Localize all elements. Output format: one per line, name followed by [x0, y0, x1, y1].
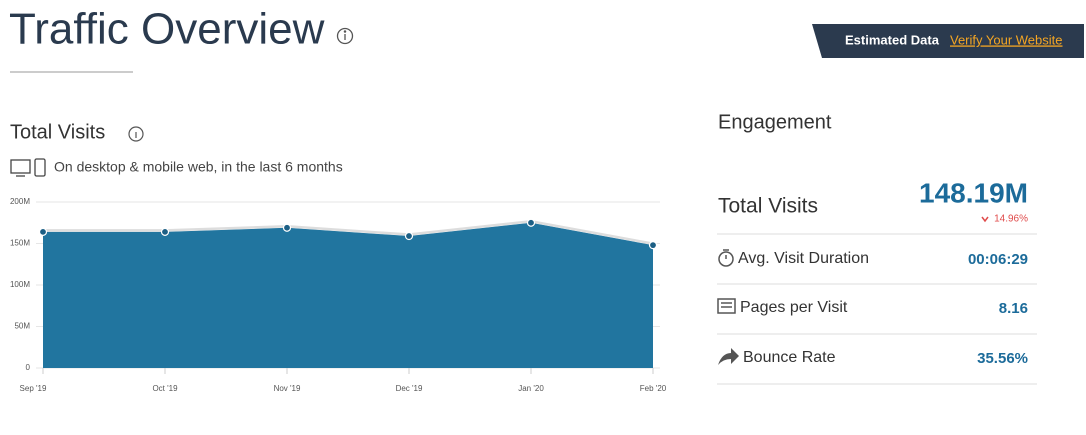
point: [526, 218, 536, 227]
device-icons: [10, 158, 46, 177]
info-icon[interactable]: [128, 126, 144, 142]
area: [43, 222, 653, 368]
x-tick-label: Feb '20: [640, 384, 667, 393]
metric-label: Bounce Rate: [743, 349, 836, 366]
y-tick-label: 50M: [14, 322, 30, 331]
point: [404, 231, 414, 241]
timer-icon: [718, 249, 734, 267]
y-tick-label: 0: [26, 363, 31, 372]
section-subtitle: On desktop & mobile web, in the last 6 m…: [54, 159, 343, 175]
y-tick-label: 150M: [10, 239, 30, 248]
x-tick-label: Dec '19: [396, 384, 423, 393]
metric-value: 35.56%: [977, 350, 1028, 367]
chart: 0 50M 100M 150M 200M Sep '19 Oct '19 Nov '19 Dec…: [10, 197, 667, 393]
x-tick-label: Jan '20: [518, 384, 544, 393]
info-icon[interactable]: [336, 27, 354, 45]
down-arrow: [981, 216, 989, 223]
line: [43, 219, 654, 245]
x-tick-label: Sep '19: [20, 384, 47, 393]
page-title: Traffic Overview: [9, 5, 325, 54]
section-title: Total Visits: [10, 121, 105, 143]
point: [160, 227, 170, 236]
x-tick-label: Oct '19: [152, 384, 178, 393]
banner-link[interactable]: Verify Your Website: [950, 32, 1063, 47]
metric-label: Avg. Visit Duration: [738, 250, 869, 267]
y-tick-label: 200M: [10, 197, 30, 206]
metric-value: 148.19M: [919, 177, 1028, 208]
x-tick-label: Nov '19: [274, 384, 301, 393]
metric-label: Pages per Visit: [740, 299, 848, 316]
point: [648, 241, 658, 250]
banner: [812, 24, 1084, 58]
metric-change: 14.96%: [994, 214, 1028, 225]
metric-value: 8.16: [999, 300, 1028, 317]
banner-label: Estimated Data: [845, 32, 940, 47]
pages-icon: [717, 298, 736, 314]
point: [38, 227, 48, 236]
engagement-title: Engagement: [718, 111, 832, 133]
y-tick-label: 100M: [10, 280, 30, 289]
point: [282, 223, 292, 232]
bounce-icon: [718, 348, 739, 365]
metric-label: Total Visits: [718, 195, 818, 218]
metric-value: 00:06:29: [968, 251, 1028, 268]
